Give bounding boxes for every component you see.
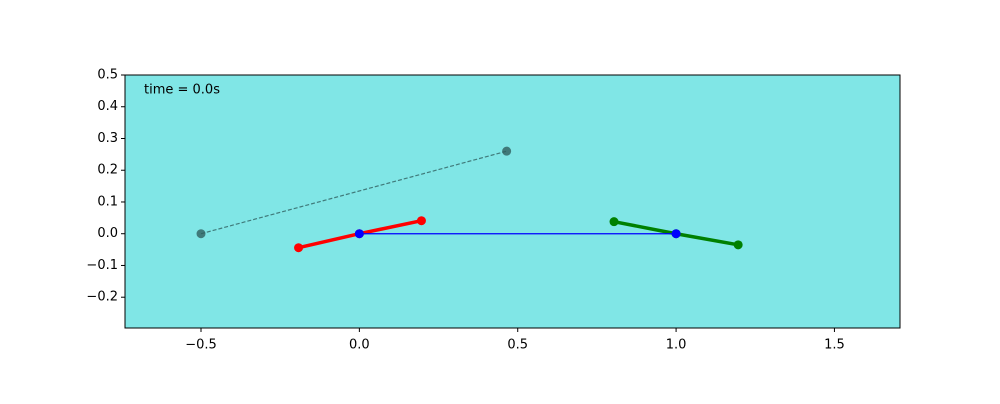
y-tick-label: −0.1 — [86, 258, 118, 273]
x-tick-label: 1.0 — [666, 338, 687, 353]
x-tick-label: 1.5 — [824, 338, 845, 353]
y-tick-label: −0.2 — [86, 290, 118, 305]
point — [733, 240, 743, 250]
point — [502, 146, 512, 156]
x-tick-label: 0.5 — [507, 338, 528, 353]
point — [354, 229, 364, 239]
plot-area — [125, 75, 900, 328]
point — [609, 217, 619, 227]
y-tick-label: 0.5 — [97, 68, 118, 83]
point — [294, 243, 304, 253]
point — [416, 216, 426, 226]
point — [196, 229, 206, 239]
y-tick-label: 0.2 — [97, 163, 118, 178]
y-tick-label: 0.4 — [97, 99, 118, 114]
y-tick-label: 0.1 — [97, 194, 118, 209]
annotation: time = 0.0s — [144, 83, 220, 98]
plot-frame — [124, 74, 901, 329]
series-line — [200, 150, 507, 235]
y-tick-label: 0.0 — [97, 226, 118, 241]
y-tick-label: 0.3 — [97, 131, 118, 146]
point — [671, 229, 681, 239]
x-tick-label: 0.0 — [349, 338, 370, 353]
x-tick-label: −0.5 — [185, 338, 217, 353]
